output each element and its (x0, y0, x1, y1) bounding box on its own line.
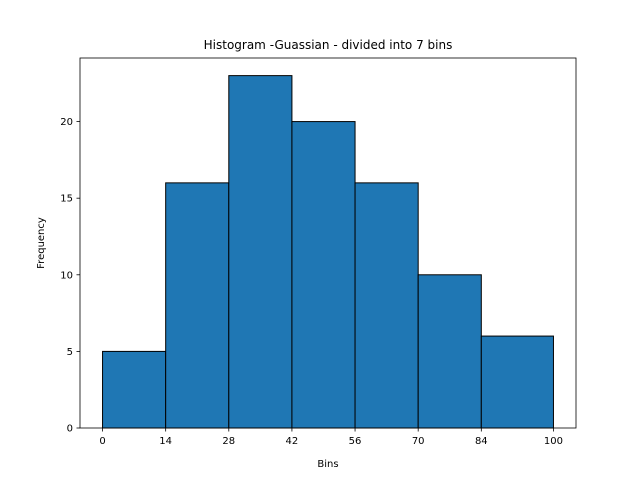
x-tick-label: 14 (159, 436, 172, 447)
x-tick-label: 100 (544, 436, 563, 447)
y-tick-label: 15 (60, 194, 73, 205)
x-tick-label: 42 (286, 436, 299, 447)
y-tick-label: 20 (60, 117, 73, 128)
histogram-bar (228, 75, 293, 429)
y-tick-label: 10 (60, 270, 73, 281)
x-tick-label: 0 (99, 436, 105, 447)
x-tick-label: 70 (412, 436, 425, 447)
chart-title: Histogram -Guassian - divided into 7 bin… (204, 38, 453, 52)
histogram-bar (102, 350, 167, 429)
histogram-bar (480, 335, 554, 429)
histogram-bar (354, 182, 419, 429)
y-tick-label: 5 (67, 347, 73, 358)
histogram-bar (165, 182, 230, 429)
x-tick-label: 84 (475, 436, 488, 447)
x-tick-label: 56 (349, 436, 362, 447)
x-tick-label: 28 (222, 436, 235, 447)
y-tick-label: 0 (67, 424, 73, 435)
y-axis-label: Frequency (36, 217, 47, 269)
histogram-bar (291, 121, 356, 429)
bars-group (102, 75, 554, 429)
axes-frame (79, 57, 577, 429)
x-axis-ticks: 0 14 28 42 56 70 84 100 (99, 428, 563, 447)
x-axis-label: Bins (317, 459, 338, 470)
histogram-bar (417, 274, 482, 429)
y-axis-ticks: 0 5 10 15 20 (60, 117, 80, 435)
